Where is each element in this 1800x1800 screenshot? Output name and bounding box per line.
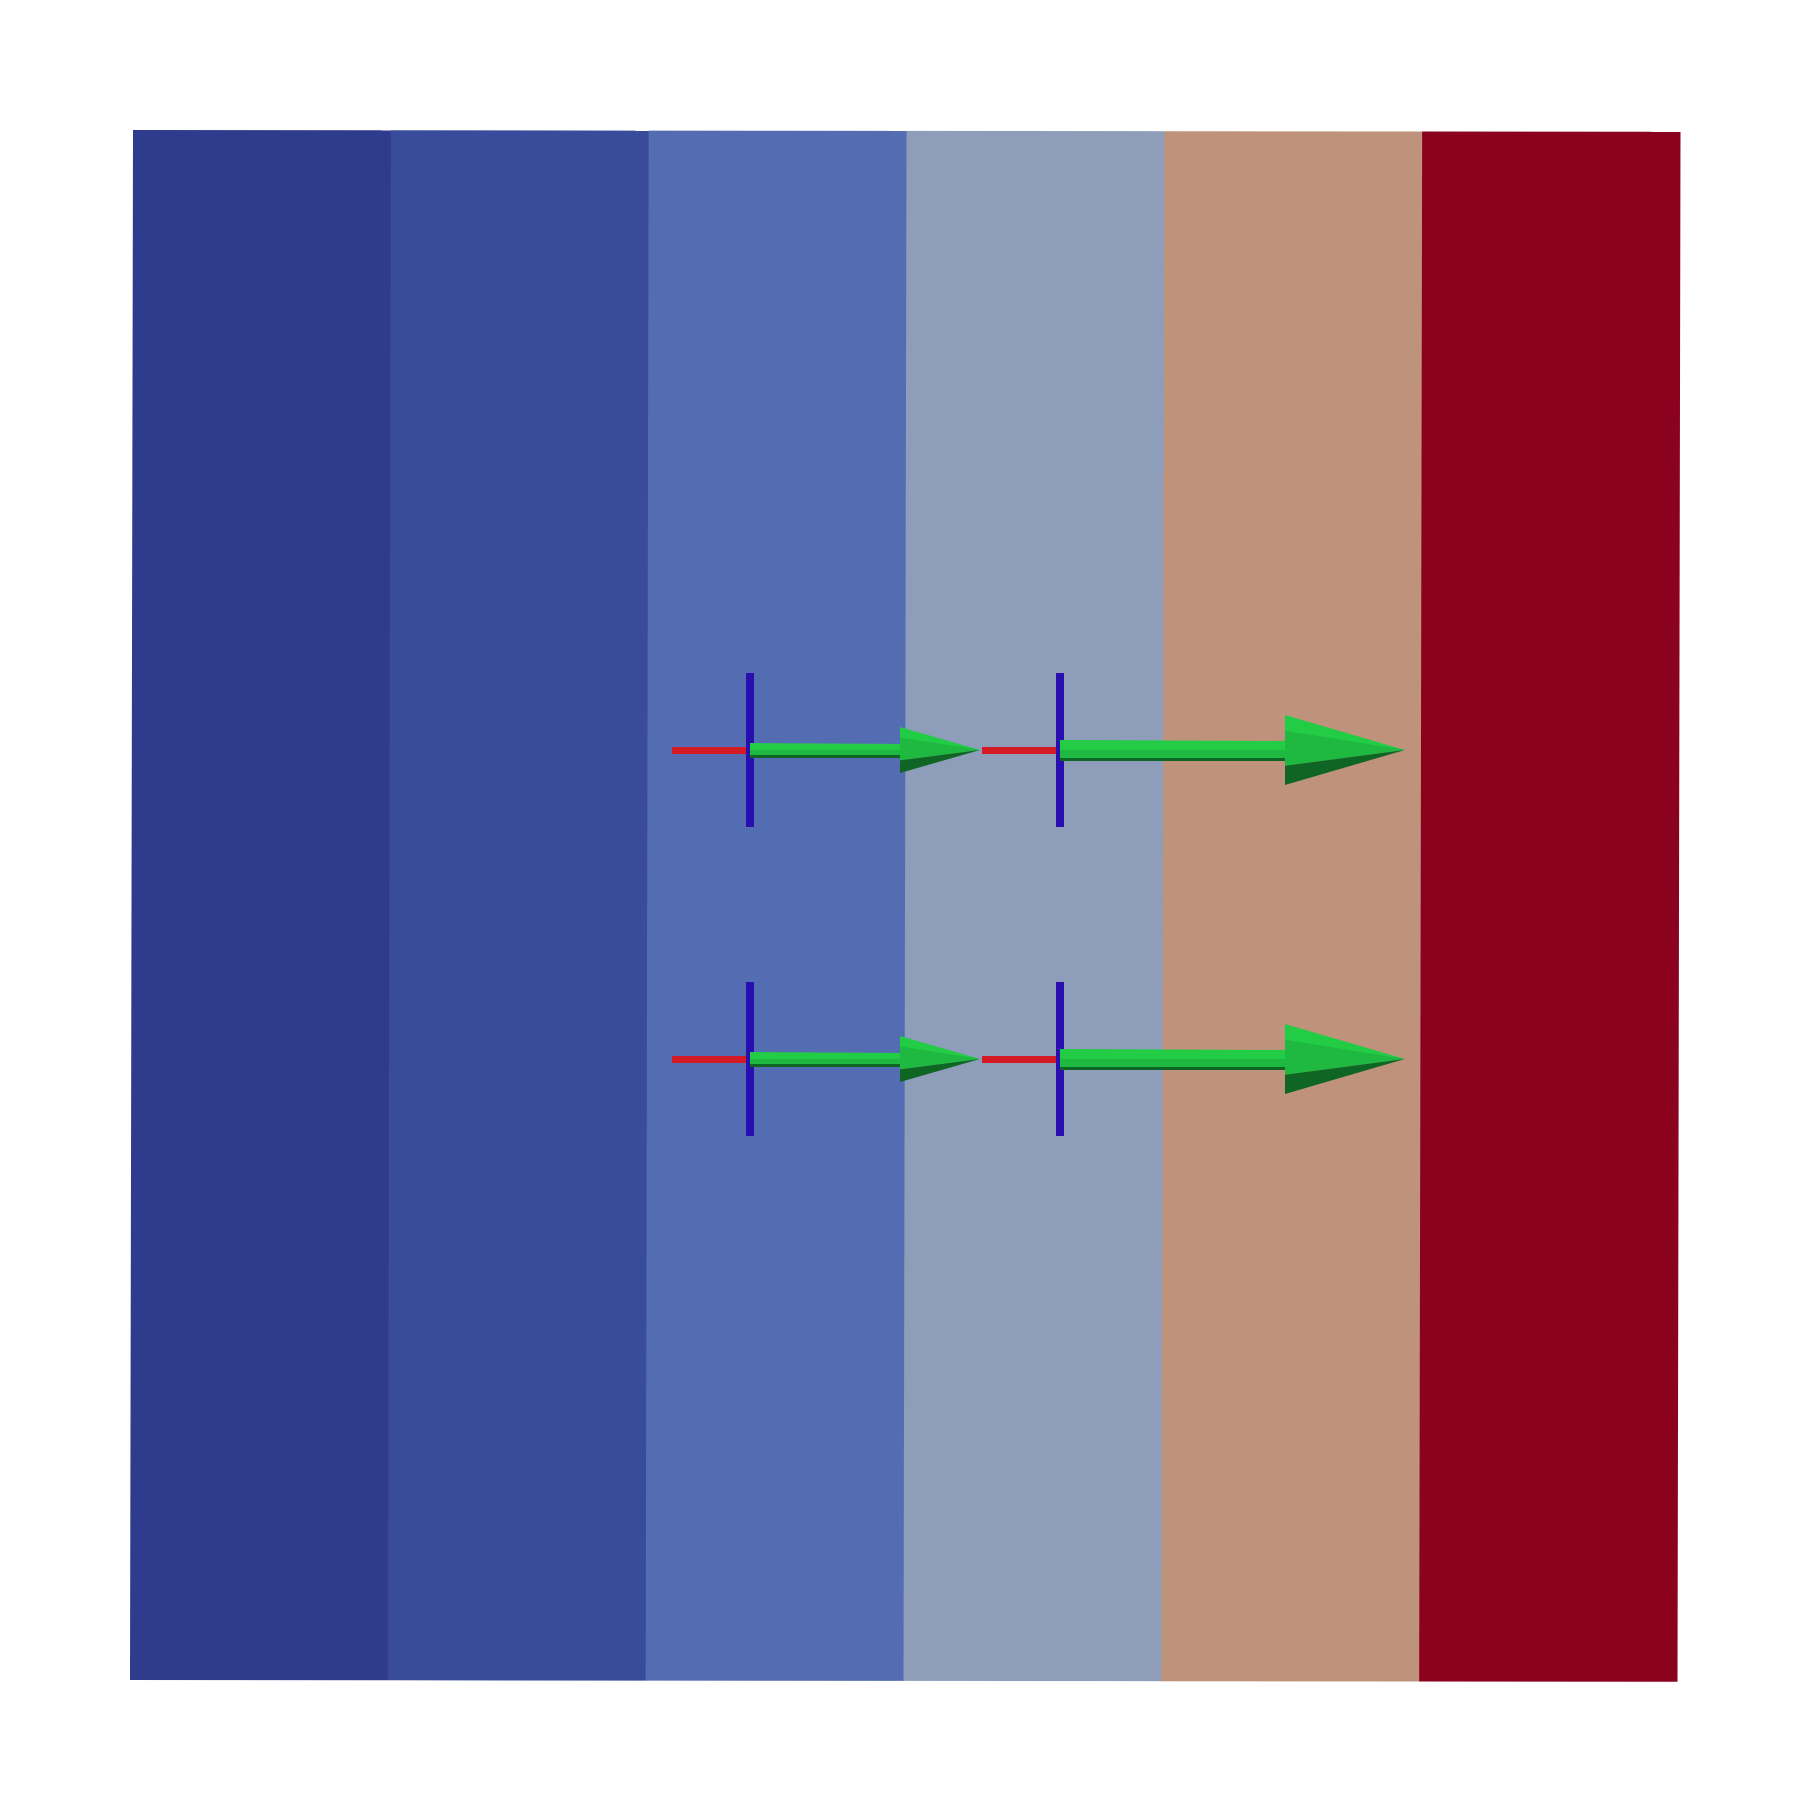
- vector-glyph-top-right: [982, 673, 1405, 827]
- colormap-plane: [130, 130, 1681, 1682]
- colormap-band-2: [387, 130, 650, 1681]
- x-axis-bar: [982, 747, 1060, 754]
- arrow-icon: [1060, 1024, 1405, 1094]
- colormap-band-3: [645, 130, 907, 1681]
- arrow-shaft-lower: [1060, 1059, 1285, 1069]
- colormap-band-1: [130, 130, 392, 1681]
- arrow-icon: [750, 727, 980, 773]
- arrow-head-lower: [900, 1059, 980, 1082]
- arrow-head-lower: [900, 750, 980, 773]
- arrow-shaft-upper: [1060, 740, 1285, 750]
- arrow-icon: [750, 1036, 980, 1082]
- x-axis-bar: [672, 1056, 750, 1063]
- arrow-shaft-shadow: [750, 1064, 900, 1067]
- x-axis-bar: [672, 747, 750, 754]
- colormap-band-5: [1161, 131, 1423, 1682]
- vector-glyph-bottom-left: [672, 982, 980, 1136]
- arrow-icon: [1060, 715, 1405, 785]
- x-axis-bar: [982, 1056, 1060, 1063]
- arrow-shaft-upper: [1060, 1049, 1285, 1059]
- arrow-shaft-lower: [1060, 750, 1285, 760]
- arrow-shaft-upper: [750, 743, 900, 750]
- colormap-band-4: [903, 130, 1165, 1682]
- arrow-head-middle: [1285, 1039, 1405, 1075]
- vector-glyphs: [672, 673, 1405, 1136]
- arrow-shaft-shadow: [1060, 758, 1285, 761]
- arrow-shaft-shadow: [1060, 1067, 1285, 1070]
- arrow-shaft-shadow: [750, 755, 900, 758]
- arrow-head-lower: [1285, 750, 1405, 785]
- arrow-shaft-upper: [750, 1052, 900, 1059]
- vector-glyph-top-left: [672, 673, 980, 827]
- arrow-head-lower: [1285, 1059, 1405, 1094]
- vector-glyph-bottom-right: [982, 982, 1405, 1136]
- arrow-head-middle: [900, 1046, 980, 1070]
- arrow-head-middle: [1285, 730, 1405, 766]
- colormap-band-6: [1419, 131, 1681, 1682]
- arrow-head-middle: [900, 737, 980, 761]
